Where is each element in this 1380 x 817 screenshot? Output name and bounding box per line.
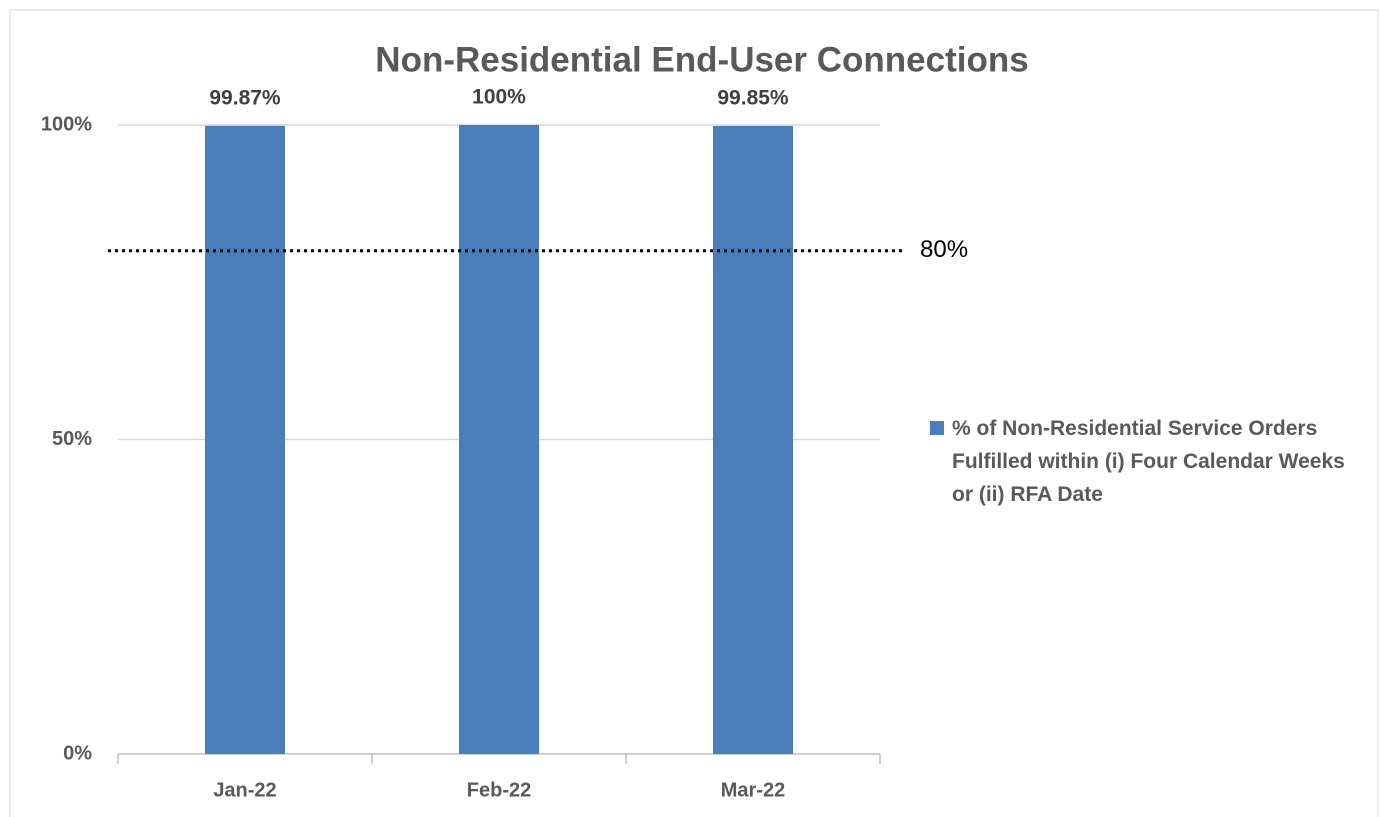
x-tick-label: Feb-22 bbox=[467, 779, 531, 801]
data-label: 100% bbox=[472, 86, 526, 109]
data-label: 99.87% bbox=[209, 86, 281, 109]
legend: % of Non-Residential Service Orders Fulf… bbox=[930, 412, 1350, 511]
target-label: 80% bbox=[920, 236, 968, 263]
chart-title: Non-Residential End-User Connections bbox=[375, 40, 1028, 79]
chart-border bbox=[9, 9, 1379, 817]
bar bbox=[459, 125, 539, 754]
x-tick-label: Jan-22 bbox=[213, 779, 276, 801]
legend-label: % of Non-Residential Service Orders Fulf… bbox=[952, 417, 1345, 506]
bar bbox=[713, 125, 793, 755]
y-tick-label: 50% bbox=[52, 428, 92, 450]
x-tick-label: Mar-22 bbox=[721, 779, 785, 801]
legend-swatch bbox=[930, 421, 944, 435]
y-tick-label: 100% bbox=[41, 113, 92, 135]
y-tick-label: 0% bbox=[63, 742, 92, 764]
data-label: 99.85% bbox=[717, 86, 789, 109]
bar bbox=[205, 125, 285, 755]
